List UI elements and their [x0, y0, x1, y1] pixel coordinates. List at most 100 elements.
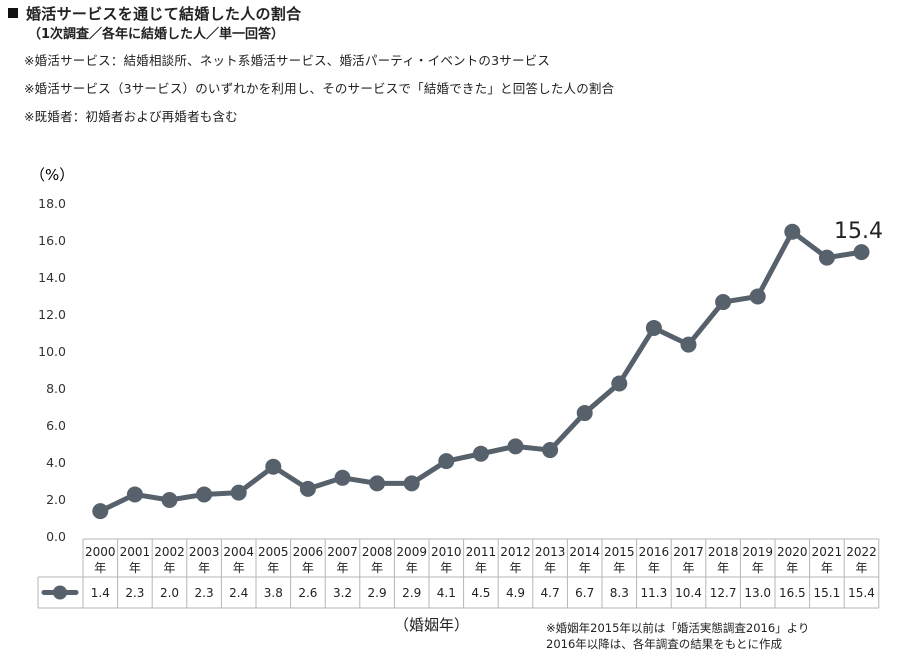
x-tick-suffix: 年	[198, 561, 210, 575]
legend-marker	[53, 585, 67, 600]
x-tick-suffix: 年	[336, 561, 348, 575]
x-tick-suffix: 年	[267, 561, 279, 575]
x-tick-suffix: 年	[406, 561, 418, 575]
x-tick-suffix: 年	[613, 561, 625, 575]
x-tick-year: 2015	[604, 545, 635, 559]
data-point	[299, 480, 316, 497]
data-table: 2000 年 1.4 2001 年 2.3 2002 年 2.0 2003 年 2.3 2004 年 2.4…	[37, 538, 880, 609]
data-point	[438, 453, 455, 470]
table-value: 13.0	[744, 586, 771, 600]
table-value: 2.9	[368, 586, 387, 600]
table-value: 12.7	[710, 586, 737, 600]
x-tick-suffix: 年	[94, 561, 106, 575]
data-point	[715, 294, 732, 311]
data-point	[403, 475, 420, 492]
x-tick-suffix: 年	[302, 561, 314, 575]
footnote-line-1: ※婚姻年2015年以前は「婚活実態調査2016」より	[546, 621, 810, 635]
x-tick-year: 2012	[500, 545, 531, 559]
data-point	[472, 445, 489, 462]
data-point	[645, 319, 662, 336]
x-tick-year: 2019	[742, 545, 773, 559]
data-point	[576, 405, 593, 422]
last-value-label: 15.4	[834, 219, 883, 244]
x-tick-suffix: 年	[821, 561, 833, 575]
y-tick-label: 10.0	[38, 344, 66, 359]
x-tick-year: 2008	[362, 545, 393, 559]
data-point	[265, 458, 282, 475]
x-tick-suffix: 年	[163, 561, 175, 575]
note-line: ※婚活サービス（3サービス）のいずれかを利用し、そのサービスで「結婚できた」と回…	[24, 81, 615, 96]
table-value: 15.1	[814, 586, 841, 600]
x-tick-year: 2013	[535, 545, 566, 559]
data-point	[369, 475, 386, 492]
data-point	[749, 288, 766, 305]
table-value: 2.6	[298, 586, 317, 600]
series-line	[92, 223, 870, 520]
data-point	[784, 223, 801, 240]
x-tick-year: 2011	[466, 545, 497, 559]
y-unit-label: （%）	[30, 166, 74, 184]
table-value: 4.5	[471, 586, 490, 600]
x-tick-year: 2004	[223, 545, 254, 559]
table-value: 8.3	[610, 586, 629, 600]
data-point	[507, 438, 524, 455]
table-value: 4.7	[541, 586, 560, 600]
data-point	[230, 484, 247, 501]
table-value: 6.7	[575, 586, 594, 600]
x-tick-suffix: 年	[717, 561, 729, 575]
y-tick-label: 0.0	[46, 529, 66, 544]
x-tick-year: 2010	[431, 545, 462, 559]
data-point	[92, 503, 109, 520]
x-tick-year: 2021	[812, 545, 843, 559]
table-value: 4.9	[506, 586, 525, 600]
table-value: 4.1	[437, 586, 456, 600]
table-value: 2.4	[229, 586, 248, 600]
x-tick-suffix: 年	[786, 561, 798, 575]
table-value: 11.3	[641, 586, 668, 600]
y-tick-label: 4.0	[46, 455, 66, 470]
x-tick-year: 2022	[846, 545, 877, 559]
data-point	[818, 249, 835, 266]
chart-title-text: 婚活サービスを通じて結婚した人の割合	[26, 5, 302, 23]
data-point	[611, 375, 628, 392]
x-tick-year: 2000	[85, 545, 116, 559]
x-tick-year: 2018	[708, 545, 739, 559]
chart-title: 婚活サービスを通じて結婚した人の割合	[8, 4, 614, 24]
data-point	[680, 336, 697, 353]
x-tick-suffix: 年	[233, 561, 245, 575]
x-axis-label: （婚姻年）	[394, 616, 470, 634]
x-tick-suffix: 年	[129, 561, 141, 575]
y-tick-label: 12.0	[38, 307, 66, 322]
x-tick-suffix: 年	[579, 561, 591, 575]
x-tick-suffix: 年	[682, 561, 694, 575]
y-tick-label: 8.0	[46, 381, 66, 396]
data-point	[334, 469, 351, 486]
x-tick-suffix: 年	[752, 561, 764, 575]
table-value: 2.3	[125, 586, 144, 600]
x-tick-suffix: 年	[648, 561, 660, 575]
x-tick-suffix: 年	[475, 561, 487, 575]
data-point	[853, 244, 870, 261]
title-square-icon	[8, 8, 18, 18]
footnote-line-2: 2016年以降は、各年調査の結果をもとに作成	[546, 637, 783, 651]
x-tick-suffix: 年	[371, 561, 383, 575]
x-tick-suffix: 年	[855, 561, 867, 575]
y-axis-ticks: 0.0 2.0 4.0 6.0 8.0 10.0 12.0 14.0 16.0 18.0	[38, 196, 66, 544]
table-value: 10.4	[675, 586, 702, 600]
table-value: 16.5	[779, 586, 806, 600]
note-line: ※既婚者：初婚者および再婚者も含む	[24, 109, 238, 124]
data-point	[542, 442, 559, 459]
series-path	[97, 229, 864, 514]
y-tick-label: 2.0	[46, 492, 66, 507]
y-tick-label: 14.0	[38, 270, 66, 285]
table-value: 2.0	[160, 586, 179, 600]
source-footnote: ※婚姻年2015年以前は「婚活実態調査2016」より 2016年以降は、各年調査…	[546, 620, 809, 652]
y-tick-label: 16.0	[38, 233, 66, 248]
y-tick-label: 18.0	[38, 196, 66, 211]
x-tick-year: 2005	[258, 545, 289, 559]
x-tick-year: 2009	[396, 545, 427, 559]
x-tick-year: 2003	[189, 545, 220, 559]
x-tick-year: 2016	[639, 545, 670, 559]
x-tick-year: 2006	[293, 545, 324, 559]
